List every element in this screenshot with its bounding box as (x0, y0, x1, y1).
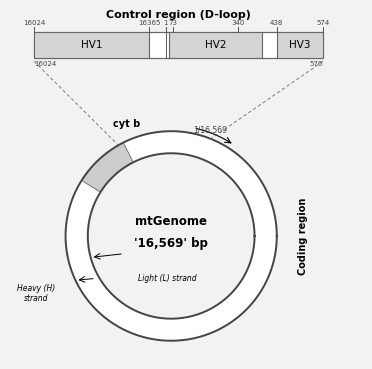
Text: 16024: 16024 (23, 20, 45, 27)
Text: 1/16,569: 1/16,569 (193, 125, 227, 135)
Bar (34, 32, 323, 58)
Bar (34, 32, 323, 58)
Text: HV2: HV2 (205, 40, 227, 50)
Bar (169, 32, 262, 58)
Text: 438: 438 (270, 20, 283, 27)
Bar (34, 32, 149, 58)
Text: Light (L) strand: Light (L) strand (138, 274, 197, 283)
Text: 73: 73 (169, 20, 177, 27)
Text: HV1: HV1 (81, 40, 102, 50)
Polygon shape (81, 142, 133, 192)
Text: '16,569' bp: '16,569' bp (134, 237, 208, 250)
Text: 574: 574 (317, 20, 330, 27)
Text: 16024: 16024 (34, 61, 56, 67)
Text: 340: 340 (231, 20, 244, 27)
Text: 16365: 16365 (138, 20, 160, 27)
Text: mtGenome: mtGenome (135, 215, 207, 228)
Polygon shape (65, 131, 277, 341)
Text: Heavy (H)
strand: Heavy (H) strand (17, 284, 55, 303)
Bar (277, 32, 323, 58)
Text: 576: 576 (310, 61, 323, 67)
Text: Control region (D-loop): Control region (D-loop) (106, 10, 251, 20)
Text: cyt b: cyt b (113, 119, 140, 130)
Text: HV3: HV3 (289, 40, 311, 50)
Text: Coding region: Coding region (298, 197, 308, 275)
Text: 1: 1 (163, 20, 168, 27)
